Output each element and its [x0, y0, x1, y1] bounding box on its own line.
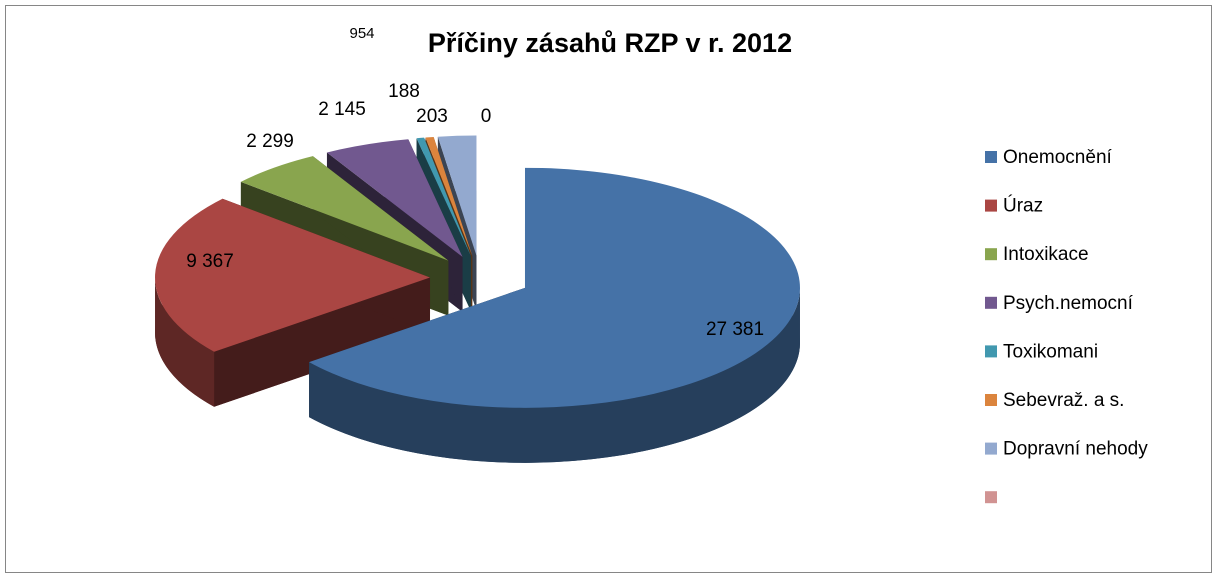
pie-slice — [309, 167, 800, 463]
legend-swatch — [985, 296, 997, 309]
legend-swatch — [985, 199, 997, 212]
slice-top — [416, 137, 471, 256]
legend-label: Intoxikace — [1003, 244, 1089, 265]
slice-top — [309, 167, 800, 408]
legend-label: Sebevraž. a s. — [1003, 390, 1124, 411]
chart-title: Příčiny zásahů RZP v r. 2012 — [428, 28, 792, 58]
slice-top — [240, 156, 449, 261]
data-label: 0 — [481, 106, 492, 127]
legend-swatch — [985, 394, 997, 406]
slice-top — [425, 136, 473, 256]
legend-label: Psych.nemocní — [1003, 293, 1134, 314]
legend-swatch — [985, 248, 997, 261]
slice-side — [309, 287, 800, 463]
legend-swatch — [985, 151, 997, 163]
data-label: 203 — [416, 106, 448, 127]
legend-swatch — [985, 442, 997, 455]
legend-label: Úraz — [1003, 195, 1043, 217]
legend-label: Dopravní nehody — [1003, 439, 1148, 460]
slice-top — [326, 139, 463, 257]
legend-swatch — [985, 345, 997, 358]
data-label: 954 — [349, 25, 374, 42]
pie-slice — [155, 198, 431, 407]
slice-top — [437, 135, 477, 256]
data-label: 188 — [388, 81, 420, 102]
legend-swatch — [985, 491, 997, 504]
legend-label: Toxikomani — [1003, 341, 1098, 362]
data-label: 9 367 — [186, 251, 234, 272]
legend-label: Onemocnění — [1003, 147, 1113, 168]
data-label: 2 299 — [246, 131, 294, 152]
slice-side — [155, 277, 215, 407]
slice-top — [155, 198, 431, 352]
data-label: 27 381 — [706, 319, 764, 340]
data-label: 2 145 — [318, 99, 366, 120]
